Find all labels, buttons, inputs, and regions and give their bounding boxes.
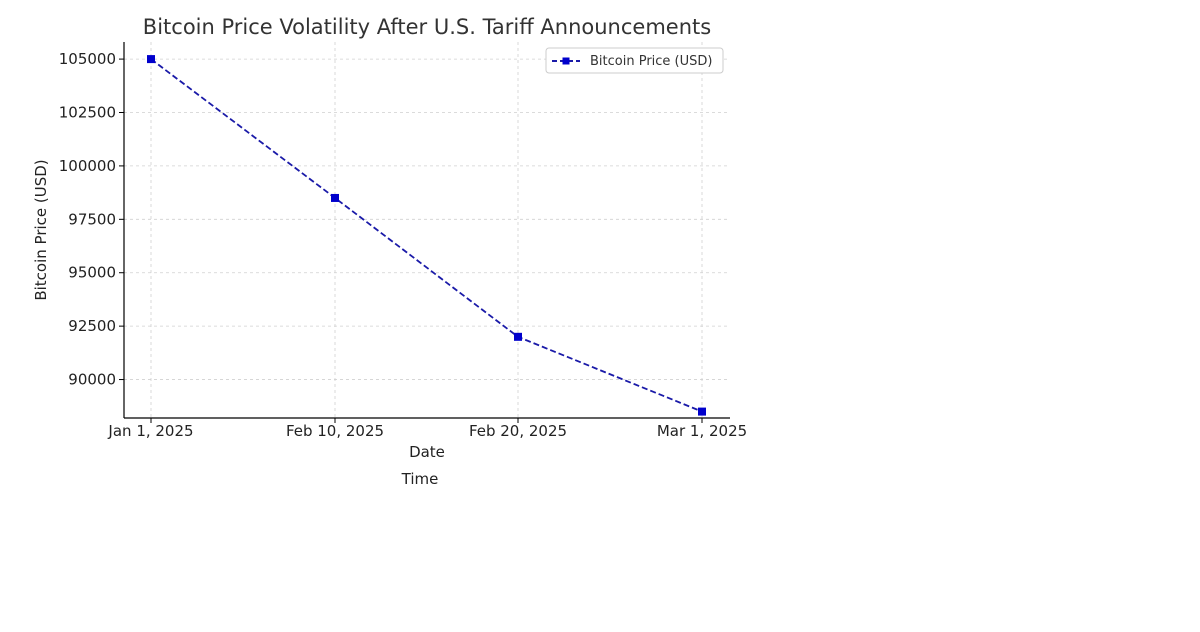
legend-label: Bitcoin Price (USD) bbox=[590, 54, 712, 69]
y-axis-label: Bitcoin Price (USD) bbox=[32, 159, 50, 300]
x-axis-label: Date bbox=[409, 443, 445, 461]
y-tick-label-1: 92500 bbox=[68, 317, 116, 335]
chart-axes bbox=[123, 42, 730, 419]
data-point-0-2 bbox=[514, 332, 522, 341]
series-layer bbox=[147, 55, 706, 416]
y-tick-label-0: 90000 bbox=[68, 371, 116, 389]
y-tick-label-3: 97500 bbox=[68, 210, 116, 228]
y-tick-label-6: 105000 bbox=[59, 50, 116, 68]
x-ticks: Jan 1, 2025 Feb 10, 2025 Feb 20, 2025 Mar 1… bbox=[107, 418, 747, 440]
y-ticks: 90000 92500 95000 97500 100000 102500 105000 bbox=[59, 50, 124, 389]
y-tick-label-5: 102500 bbox=[59, 104, 116, 122]
legend-box bbox=[545, 47, 724, 74]
data-point-0-3 bbox=[698, 407, 706, 416]
chart-title: Bitcoin Price Volatility After U.S. Tari… bbox=[143, 15, 711, 39]
chart-legend: Bitcoin Price (USD) bbox=[545, 47, 724, 74]
legend-marker bbox=[562, 57, 570, 65]
chart-grid bbox=[124, 42, 730, 418]
data-point-0-0 bbox=[147, 55, 155, 64]
series-line-0 bbox=[150, 58, 703, 413]
data-point-0-1 bbox=[331, 193, 339, 202]
x-tick-label-3: Mar 1, 2025 bbox=[657, 422, 747, 440]
y-tick-label-2: 95000 bbox=[68, 264, 116, 282]
x-tick-label-2: Feb 20, 2025 bbox=[469, 422, 567, 440]
x-tick-label-0: Jan 1, 2025 bbox=[107, 422, 193, 440]
x-tick-label-1: Feb 10, 2025 bbox=[286, 422, 384, 440]
x-axis-secondary-label: Time bbox=[401, 470, 439, 488]
y-tick-label-4: 100000 bbox=[59, 157, 116, 175]
